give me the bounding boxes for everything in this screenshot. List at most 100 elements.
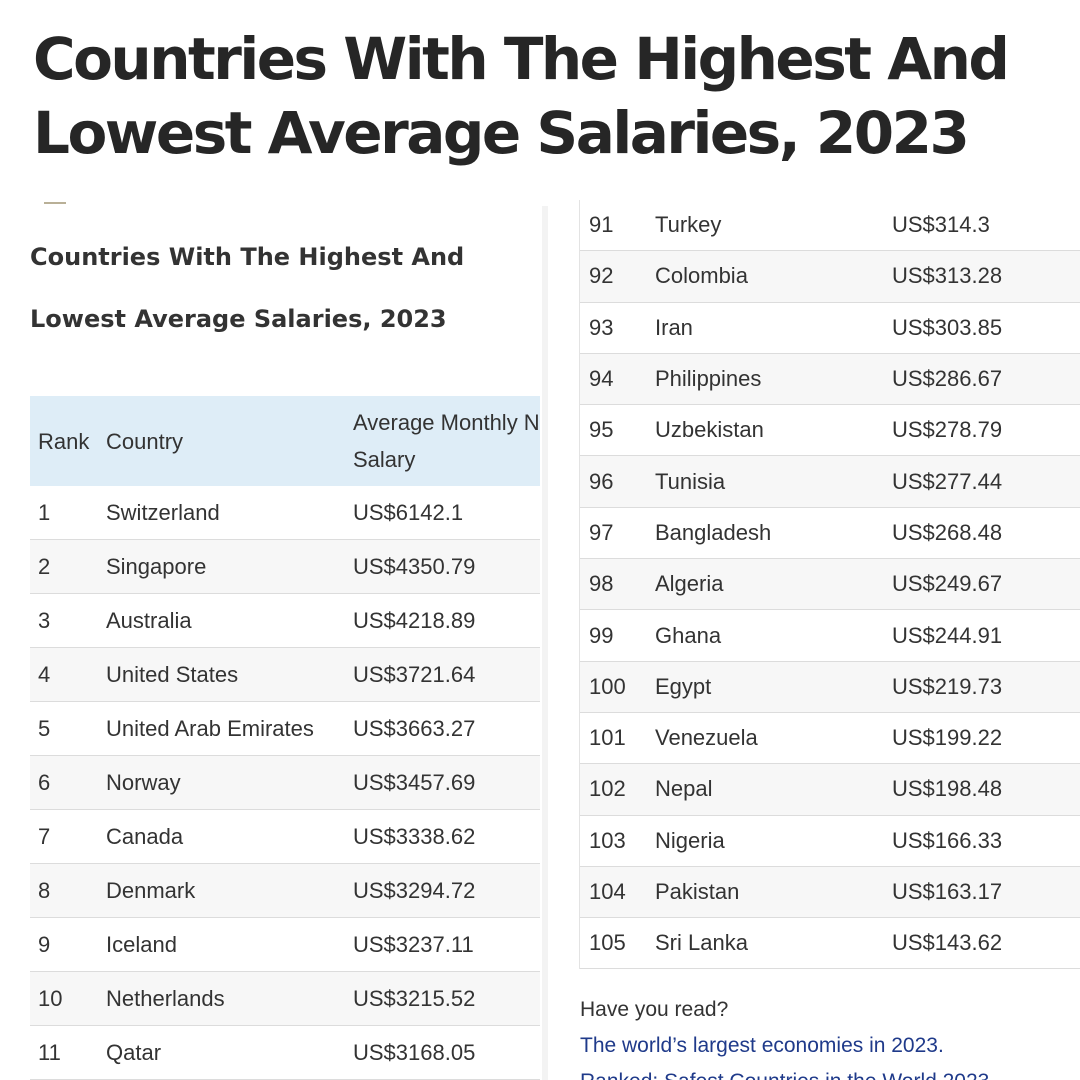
- table-row: 101 Venezuela US$199.22: [580, 712, 1080, 765]
- rank-cell: 93: [580, 302, 646, 354]
- panel-edge: [542, 206, 548, 1080]
- highest-salaries-table: Rank Country Average Monthly Net Salary …: [30, 396, 540, 1080]
- rank-cell: 97: [580, 507, 646, 560]
- table-row: 9 Iceland US$3237.11: [30, 917, 540, 972]
- table-row: 97 Bangladesh US$268.48: [580, 507, 1080, 560]
- country-cell: Switzerland: [98, 486, 345, 540]
- rank-cell: 1: [30, 486, 98, 540]
- table-row: 96 Tunisia US$277.44: [580, 455, 1080, 508]
- header-salary-label: Average Monthly Net Salary: [353, 410, 540, 472]
- rank-cell: 4: [30, 647, 98, 702]
- salary-cell: US$3168.05: [345, 1025, 540, 1080]
- table-row: 100 Egypt US$219.73: [580, 661, 1080, 713]
- country-cell: Qatar: [98, 1025, 345, 1080]
- rank-cell: 91: [580, 200, 646, 252]
- table-row: 104 Pakistan US$163.17: [580, 866, 1080, 919]
- table-row: 8 Denmark US$3294.72: [30, 863, 540, 918]
- country-cell: Nigeria: [646, 815, 883, 867]
- country-cell: Venezuela: [646, 712, 883, 765]
- rank-cell: 100: [580, 661, 646, 713]
- salary-cell: US$143.62: [883, 917, 1080, 970]
- right-panel: 91 Turkey US$314.3 92 Colombia US$313.28 93 Ira…: [579, 200, 1080, 970]
- salary-cell: US$166.33: [883, 815, 1080, 867]
- rank-cell: 2: [30, 539, 98, 594]
- country-cell: Colombia: [646, 250, 883, 303]
- country-cell: Egypt: [646, 661, 883, 713]
- country-cell: Nepal: [646, 763, 883, 816]
- country-cell: Sri Lanka: [646, 917, 883, 970]
- country-cell: Uzbekistan: [646, 404, 883, 457]
- country-cell: Denmark: [98, 863, 345, 918]
- rank-cell: 105: [580, 917, 646, 970]
- rank-cell: 9: [30, 917, 98, 972]
- table-row: 10 Netherlands US$3215.52: [30, 971, 540, 1026]
- country-cell: Tunisia: [646, 455, 883, 508]
- table-row: 2 Singapore US$4350.79: [30, 539, 540, 594]
- salary-cell: US$6142.1: [345, 486, 540, 540]
- rank-cell: 104: [580, 866, 646, 919]
- table-row: 93 Iran US$303.85: [580, 302, 1080, 354]
- table-row: 92 Colombia US$313.28: [580, 250, 1080, 303]
- salary-cell: US$3338.62: [345, 809, 540, 864]
- table-subtitle: Countries With The Highest And Lowest Av…: [30, 243, 465, 333]
- rank-cell: 101: [580, 712, 646, 765]
- related-label: Have you read?: [580, 998, 729, 1021]
- salary-cell: US$268.48: [883, 507, 1080, 560]
- salary-cell: US$313.28: [883, 250, 1080, 303]
- rank-cell: 94: [580, 353, 646, 406]
- salary-cell: US$278.79: [883, 404, 1080, 457]
- salary-cell: US$3663.27: [345, 701, 540, 756]
- related-link-largest-economies[interactable]: The world’s largest economies in 2023.: [580, 1034, 944, 1057]
- rank-cell: 99: [580, 609, 646, 662]
- country-cell: Turkey: [646, 200, 883, 252]
- left-panel: Countries With The Highest And Lowest Av…: [0, 196, 548, 1080]
- rank-cell: 5: [30, 701, 98, 756]
- salary-cell: US$277.44: [883, 455, 1080, 508]
- table-row: 1 Switzerland US$6142.1: [30, 486, 540, 540]
- rank-cell: 96: [580, 455, 646, 508]
- country-cell: Algeria: [646, 558, 883, 611]
- salary-cell: US$3215.52: [345, 971, 540, 1026]
- highest-salaries-body: 1 Switzerland US$6142.1 2 Singapore US$4350.7…: [30, 486, 540, 1080]
- table-row: 105 Sri Lanka US$143.62: [580, 917, 1080, 970]
- rank-cell: 102: [580, 763, 646, 816]
- rank-cell: 98: [580, 558, 646, 611]
- country-cell: United States: [98, 647, 345, 702]
- country-cell: Ghana: [646, 609, 883, 662]
- country-cell: Iceland: [98, 917, 345, 972]
- table-row: 95 Uzbekistan US$278.79: [580, 404, 1080, 457]
- lowest-salaries-table: 91 Turkey US$314.3 92 Colombia US$313.28 93 Ira…: [580, 200, 1080, 970]
- country-cell: Netherlands: [98, 971, 345, 1026]
- rank-cell: 3: [30, 593, 98, 648]
- country-cell: Norway: [98, 755, 345, 810]
- salary-cell: US$4218.89: [345, 593, 540, 648]
- salary-cell: US$249.67: [883, 558, 1080, 611]
- table-row: 102 Nepal US$198.48: [580, 763, 1080, 816]
- rank-cell: 8: [30, 863, 98, 918]
- related-link-safest-countries[interactable]: Ranked: Safest Countries in the World 20…: [580, 1070, 989, 1080]
- rank-cell: 11: [30, 1025, 98, 1080]
- table-row: 91 Turkey US$314.3: [580, 200, 1080, 252]
- salary-cell: US$198.48: [883, 763, 1080, 816]
- logo-mark: [44, 202, 66, 204]
- salary-cell: US$3237.11: [345, 917, 540, 972]
- rank-cell: 7: [30, 809, 98, 864]
- country-cell: Pakistan: [646, 866, 883, 919]
- rank-cell: 95: [580, 404, 646, 457]
- country-cell: Singapore: [98, 539, 345, 594]
- header-salary: Average Monthly Net Salary: [345, 396, 540, 486]
- country-cell: Canada: [98, 809, 345, 864]
- salary-cell: US$244.91: [883, 609, 1080, 662]
- salary-cell: US$3721.64: [345, 647, 540, 702]
- table-row: 5 United Arab Emirates US$3663.27: [30, 701, 540, 756]
- rank-cell: 6: [30, 755, 98, 810]
- lowest-salaries-body: 91 Turkey US$314.3 92 Colombia US$313.28 93 Ira…: [580, 200, 1080, 970]
- table-row: 4 United States US$3721.64: [30, 647, 540, 702]
- country-cell: United Arab Emirates: [98, 701, 345, 756]
- rank-cell: 10: [30, 971, 98, 1026]
- table-row: 98 Algeria US$249.67: [580, 558, 1080, 611]
- table-row: 103 Nigeria US$166.33: [580, 815, 1080, 867]
- table-row: 7 Canada US$3338.62: [30, 809, 540, 864]
- salary-cell: US$199.22: [883, 712, 1080, 765]
